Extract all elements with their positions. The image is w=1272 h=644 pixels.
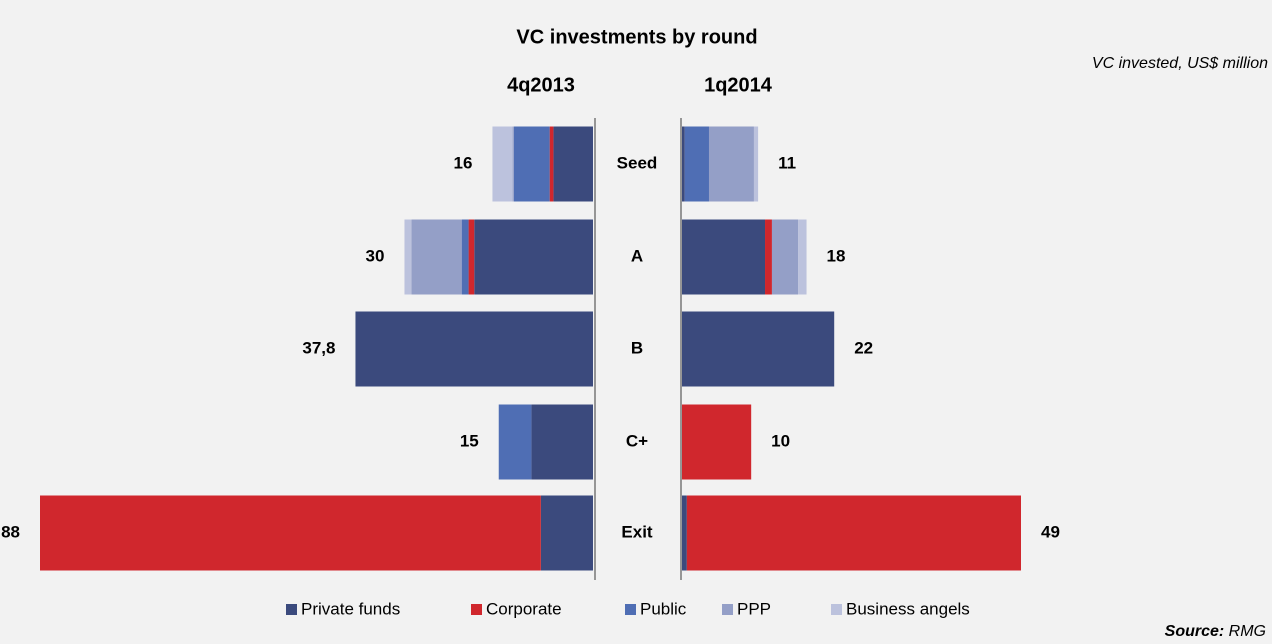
bar-segment [474, 219, 593, 295]
bar-segment [753, 126, 759, 202]
bar-segment [512, 126, 514, 202]
bar-segment [682, 311, 835, 387]
bar-segment [492, 126, 513, 202]
bar-segment [682, 219, 766, 295]
legend-label: Private funds [301, 599, 400, 618]
category-label: B [631, 338, 643, 357]
total-label: 22 [854, 338, 873, 357]
legend-swatch [831, 604, 842, 615]
legend-swatch [625, 604, 636, 615]
category-label: Exit [621, 522, 653, 541]
legend-swatch [471, 604, 482, 615]
total-label: 18 [827, 246, 846, 265]
total-label: 88 [1, 522, 20, 541]
bar-segment [540, 495, 593, 571]
source: Source: RMG [1165, 623, 1266, 640]
bar-segment [411, 219, 462, 295]
category-label: Seed [617, 153, 658, 172]
total-label: 10 [771, 431, 790, 450]
source-text: RMG [1229, 623, 1266, 640]
legend-label: PPP [737, 599, 771, 618]
panel-title: 1q2014 [704, 74, 773, 96]
bar-segment [468, 219, 475, 295]
bar-segment [682, 495, 687, 571]
bar-segment [40, 495, 541, 571]
bar-segment [404, 219, 412, 295]
category-label: A [631, 246, 643, 265]
total-label: 11 [778, 153, 796, 172]
bar-segment [355, 311, 593, 387]
bar-segment [686, 495, 1021, 571]
bar-segment [549, 126, 554, 202]
bar-segment [682, 126, 685, 202]
bar-segment [553, 126, 593, 202]
subtitle: VC invested, US$ million [1092, 55, 1268, 72]
total-label: 15 [460, 431, 479, 450]
legend-label: Public [640, 599, 687, 618]
legend-label: Business angels [846, 599, 970, 618]
total-label: 30 [366, 246, 385, 265]
bar-segment [461, 219, 469, 295]
bar-segment [531, 404, 593, 480]
bar-segment [498, 404, 532, 480]
bar-segment [771, 219, 799, 295]
chart-title: VC investments by round [516, 26, 757, 48]
panel-title: 4q2013 [507, 74, 575, 96]
bar-segment [798, 219, 807, 295]
total-label: 16 [454, 153, 473, 172]
bar-segment [765, 219, 772, 295]
total-label: 37,8 [302, 338, 335, 357]
category-label: C+ [626, 431, 648, 450]
source-label: Source: [1165, 623, 1225, 640]
bar-segment [513, 126, 550, 202]
bar-segment [682, 404, 752, 480]
bar-segment [684, 126, 709, 202]
bar-segment [708, 126, 754, 202]
legend-swatch [286, 604, 297, 615]
legend-label: Corporate [486, 599, 562, 618]
total-label: 49 [1041, 522, 1060, 541]
legend-swatch [722, 604, 733, 615]
